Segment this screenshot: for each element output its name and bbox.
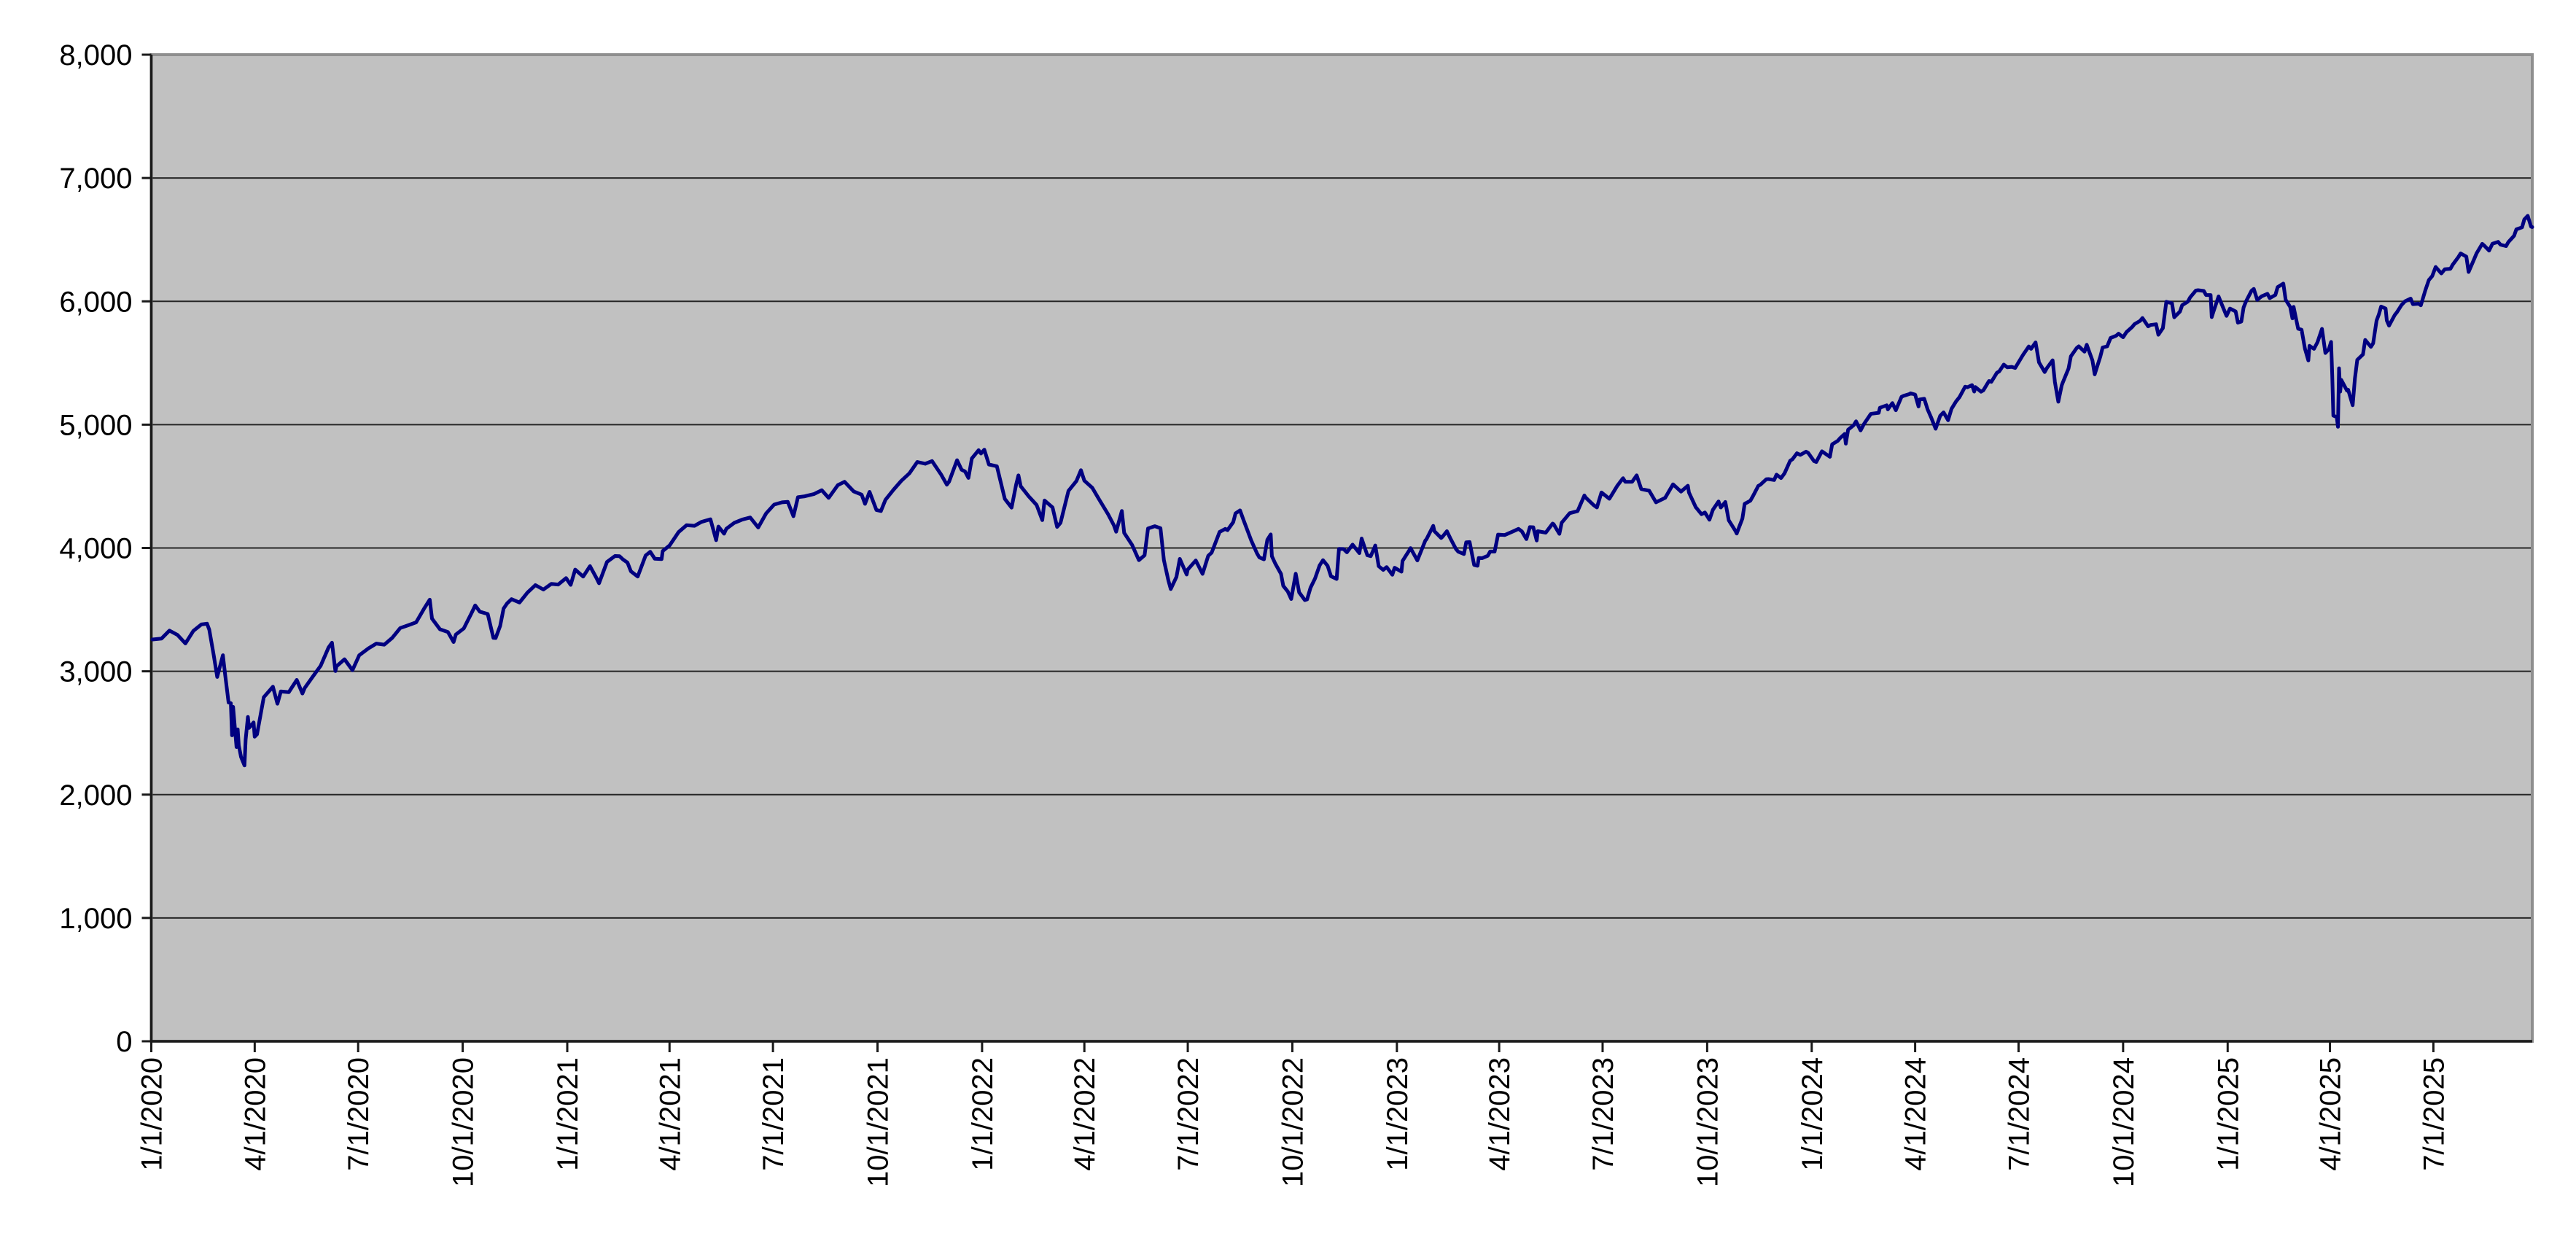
x-axis-label: 1/1/2024: [1797, 1057, 1829, 1171]
x-axis-label: 1/1/2025: [2212, 1057, 2244, 1171]
y-axis-label: 8,000: [59, 39, 132, 71]
x-axis-label: 7/1/2025: [2418, 1057, 2450, 1171]
y-axis-label: 2,000: [59, 779, 132, 812]
x-axis-label: 1/1/2023: [1382, 1057, 1414, 1171]
y-axis-label: 6,000: [59, 286, 132, 318]
x-axis-label: 10/1/2024: [2108, 1057, 2140, 1187]
x-axis-label: 7/1/2023: [1587, 1057, 1619, 1171]
y-axis-label: 7,000: [59, 163, 132, 195]
x-axis-label: 10/1/2023: [1692, 1057, 1724, 1187]
x-axis-label: 7/1/2020: [343, 1057, 375, 1171]
y-axis-label: 1,000: [59, 903, 132, 935]
x-axis-label: 7/1/2022: [1172, 1057, 1205, 1171]
price-line: [150, 214, 2534, 768]
y-axis-label: 4,000: [59, 533, 132, 565]
x-axis-label: 1/1/2022: [967, 1057, 999, 1171]
x-axis-label: 4/1/2022: [1069, 1057, 1101, 1171]
y-axis-label: 0: [116, 1026, 132, 1058]
x-axis-label: 4/1/2023: [1484, 1057, 1516, 1171]
x-axis-label: 10/1/2021: [863, 1057, 895, 1187]
y-axis-label: 5,000: [59, 409, 132, 441]
x-axis-label: 4/1/2025: [2315, 1057, 2347, 1171]
x-axis-label: 4/1/2024: [1900, 1057, 1932, 1171]
x-axis-label: 7/1/2024: [2003, 1057, 2035, 1171]
x-axis-label: 10/1/2020: [448, 1057, 480, 1187]
x-axis-label: 4/1/2021: [654, 1057, 686, 1171]
x-axis-label: 10/1/2022: [1277, 1057, 1309, 1187]
x-axis-label: 1/1/2021: [552, 1057, 584, 1171]
y-axis-label: 3,000: [59, 656, 132, 688]
x-axis-label: 4/1/2020: [239, 1057, 271, 1171]
x-axis-label: 1/1/2020: [136, 1057, 168, 1171]
x-axis-label: 7/1/2021: [758, 1057, 790, 1171]
